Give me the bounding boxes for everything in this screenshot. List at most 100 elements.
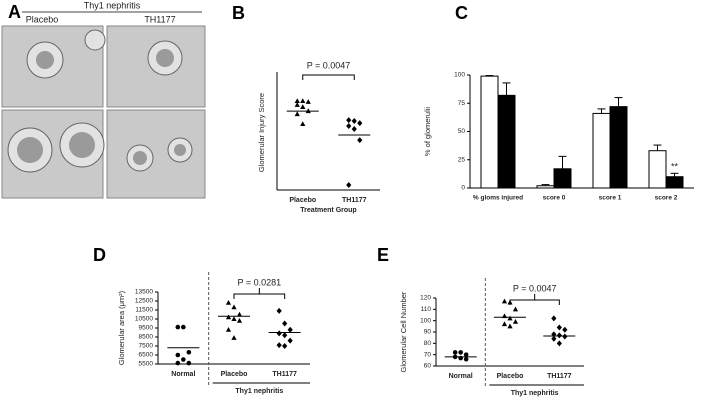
point [512,319,519,324]
significance: ** [671,162,679,172]
y-tick-label: 60 [424,363,432,370]
x-tick-label: Placebo [497,373,524,380]
point [287,326,293,333]
point [181,357,186,362]
y-tick-label: 25 [458,156,466,163]
point [276,330,282,337]
y-tick-label: 9500 [139,325,154,332]
significance-bracket [509,294,560,305]
point [181,324,186,330]
y-tick-label: 80 [424,340,432,347]
bar [609,106,628,189]
chart-panel: B Glomerular Injury Score Placebo TH1177 P =… [232,3,380,214]
column-label: Placebo [26,14,59,24]
y-tick-label: 50 [458,128,466,135]
bar [592,112,611,189]
point [175,352,181,358]
point [346,181,352,188]
point [282,343,288,349]
point [282,320,288,327]
point [556,332,562,339]
point [551,335,557,342]
point [346,117,352,124]
x-tick-label: Placebo [221,371,248,378]
point [236,318,243,323]
point [225,300,232,305]
significance-bracket [302,74,355,80]
x-tick-label: score 1 [599,195,622,202]
x-tick-label: TH1177 [272,371,297,378]
panel-a: A Thy1 nephritis Placebo TH1177 [1,0,206,199]
point [512,306,519,312]
panel-label: E [377,245,389,265]
y-tick-label: 70 [424,351,432,358]
point [556,324,562,331]
x-tick-label: score 2 [655,195,678,202]
point [357,120,363,127]
point [305,99,311,104]
point [551,315,557,322]
chart-panel: D 5500 6500 7500 8500 9500 10500 11500 12500 1350… [93,245,310,395]
point [562,326,568,333]
panel-label: B [232,3,245,23]
point [231,316,237,321]
bar [480,75,499,189]
p-value: P = 0.0047 [307,60,351,70]
y-tick-label: 12500 [135,298,153,305]
panel-label: C [455,3,468,23]
point [294,102,300,107]
y-axis-label: % of glomerulii [423,107,432,157]
y-axis-label: Glomerular area (μm²) [117,290,126,365]
point [294,111,300,117]
point [186,360,192,366]
point [501,321,508,327]
point [276,342,282,349]
point [351,118,357,124]
y-tick-label: 120 [420,295,431,302]
point [300,104,306,109]
point [225,327,232,332]
point [300,98,306,103]
bar [536,185,555,189]
point [287,337,293,344]
y-tick-label: 100 [454,72,465,79]
point [294,98,300,103]
x-tick-label: Normal [171,371,195,378]
point [186,350,192,355]
x-tick-label: score 0 [543,195,566,202]
group-label: Thy1 nephritis [235,388,283,395]
y-tick-label: 5500 [139,361,154,368]
x-tick-label: Placebo [289,197,316,204]
bar [553,168,572,189]
panel-label: A [8,2,21,22]
x-tick-label: % gloms injured [473,195,523,202]
significance-bracket [233,288,286,299]
group-label: Thy1 nephritis [511,390,559,397]
bar [665,176,684,189]
bar [648,150,667,189]
y-tick-label: 75 [458,100,466,107]
x-tick-label: Normal [449,373,473,380]
panel-a-title: Thy1 nephritis [84,0,141,10]
point [501,298,508,304]
chart-panel: E 60 70 80 90 100 110 120 Glomerular Cell Number… [377,245,584,397]
point [562,333,568,340]
y-tick-label: 7500 [139,343,154,350]
y-tick-label: 13500 [135,289,153,296]
point [351,126,357,133]
point [452,350,458,355]
point [507,315,513,321]
column-label: TH1177 [144,14,175,24]
point [346,123,352,130]
x-axis-label: Treatment Group [300,207,356,214]
point [507,323,513,329]
y-tick-label: 110 [421,306,432,313]
micrographs [1,25,206,199]
y-tick-label: 100 [420,317,431,324]
x-tick-label: TH1177 [547,373,572,380]
p-value: P = 0.0047 [513,283,557,293]
chart-panel: C 0 25 50 75 100 % of glomerulii % gloms injure… [423,3,694,202]
point [236,311,243,317]
point [463,352,469,357]
